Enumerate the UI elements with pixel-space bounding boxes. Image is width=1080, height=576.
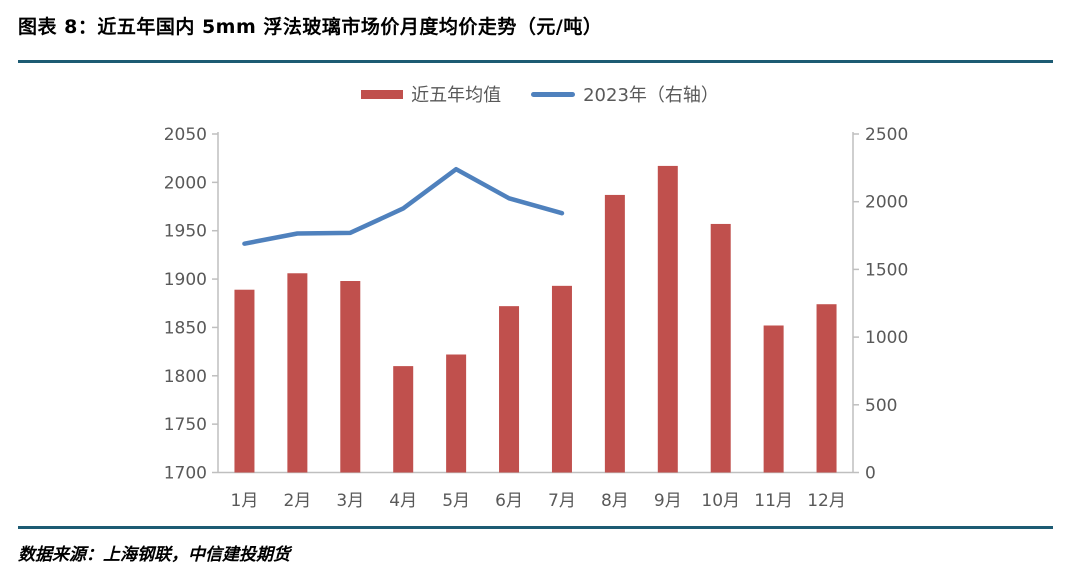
- legend-label-bar-series: 近五年均值: [411, 85, 502, 106]
- legend-item-bar-series: 近五年均值: [361, 81, 501, 107]
- legend: 近五年均值 2023年（右轴）: [0, 81, 1080, 107]
- left-axis-tick-label: 1850: [164, 318, 207, 338]
- bar-11月: [763, 325, 784, 473]
- top-divider: [18, 60, 1053, 63]
- data-source: 数据来源：上海钢联，中信建投期货: [18, 545, 290, 565]
- right-axis-tick-label: 1000: [865, 328, 908, 348]
- bar-2月: [287, 273, 308, 473]
- bar-8月: [604, 194, 625, 473]
- right-axis-tick-label: 2000: [865, 193, 908, 213]
- bar-6月: [499, 306, 520, 473]
- bar-1月: [234, 289, 255, 473]
- chart-title: 图表 8：近五年国内 5mm 浮法玻璃市场价月度均价走势（元/吨）: [18, 16, 603, 38]
- bar-10月: [710, 223, 731, 473]
- bar-5月: [446, 354, 467, 473]
- left-axis-tick-label: 2050: [164, 125, 207, 145]
- left-axis-tick-label: 1750: [164, 415, 207, 435]
- x-axis-label: 11月: [754, 491, 793, 511]
- x-axis-label: 5月: [442, 491, 470, 511]
- bar-9月: [657, 165, 678, 473]
- line-2023: [242, 166, 565, 246]
- x-axis-label: 7月: [548, 491, 576, 511]
- right-axis-tick-label: 1500: [865, 260, 908, 280]
- legend-label-line-series: 2023年（右轴）: [583, 85, 719, 106]
- x-axis-label: 6月: [495, 491, 523, 511]
- x-axis-label: 10月: [701, 491, 740, 511]
- left-axis-tick-label: 1950: [164, 222, 207, 242]
- bottom-divider: [18, 526, 1053, 529]
- x-axis-label: 3月: [336, 491, 364, 511]
- left-axis-tick-label: 2000: [164, 173, 207, 193]
- bar-3月: [340, 281, 361, 473]
- left-axis-tick-label: 1900: [164, 270, 207, 290]
- bar-12月: [816, 304, 837, 473]
- left-axis-tick-label: 1700: [164, 464, 207, 484]
- right-axis-tick-label: 2500: [865, 125, 908, 145]
- right-axis-tick-label: 500: [865, 396, 897, 416]
- x-axis-label: 1月: [231, 491, 259, 511]
- x-axis-label: 12月: [807, 491, 846, 511]
- legend-item-line-series: 2023年（右轴）: [531, 81, 719, 107]
- right-axis-tick-label: 0: [865, 464, 876, 484]
- x-axis-label: 9月: [654, 491, 682, 511]
- bar-swatch-icon: [361, 89, 404, 99]
- x-axis-label: 4月: [389, 491, 417, 511]
- bar-4月: [393, 366, 414, 473]
- x-axis-label: 2月: [283, 491, 311, 511]
- left-axis-tick-label: 1800: [164, 367, 207, 387]
- bar-7月: [551, 285, 572, 473]
- x-axis-label: 8月: [601, 491, 629, 511]
- line-swatch-icon: [531, 91, 576, 97]
